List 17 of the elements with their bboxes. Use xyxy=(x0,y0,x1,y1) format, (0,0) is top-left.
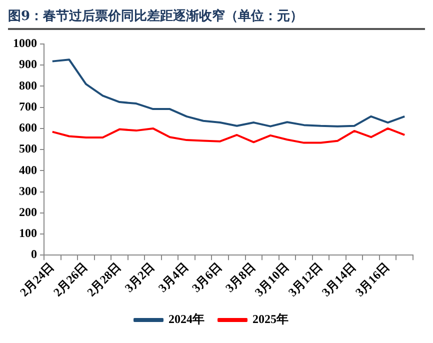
y-tick-label: 200 xyxy=(19,204,37,219)
y-tick-label: 500 xyxy=(19,142,37,156)
x-tick-label: 3月2日 xyxy=(122,260,158,295)
chart-title: 图9：春节过后票价同比差距逐渐收窄（单位：元） xyxy=(8,4,425,30)
y-tick-label: 700 xyxy=(19,99,37,114)
legend-label: 2024年 xyxy=(168,312,204,326)
y-tick-label: 300 xyxy=(19,184,37,198)
y-tick-label: 400 xyxy=(19,162,37,177)
y-tick-label: 800 xyxy=(19,78,37,92)
x-tick-label: 3月6日 xyxy=(189,260,224,295)
y-tick-label: 900 xyxy=(19,57,37,72)
y-tick-label: 0 xyxy=(31,247,37,262)
y-tick-label: 100 xyxy=(19,226,37,240)
y-tick-label: 600 xyxy=(19,120,37,135)
x-tick-label: 3月4日 xyxy=(156,260,191,295)
y-tick-label: 1000 xyxy=(13,36,37,50)
legend-label: 2025年 xyxy=(252,312,288,326)
